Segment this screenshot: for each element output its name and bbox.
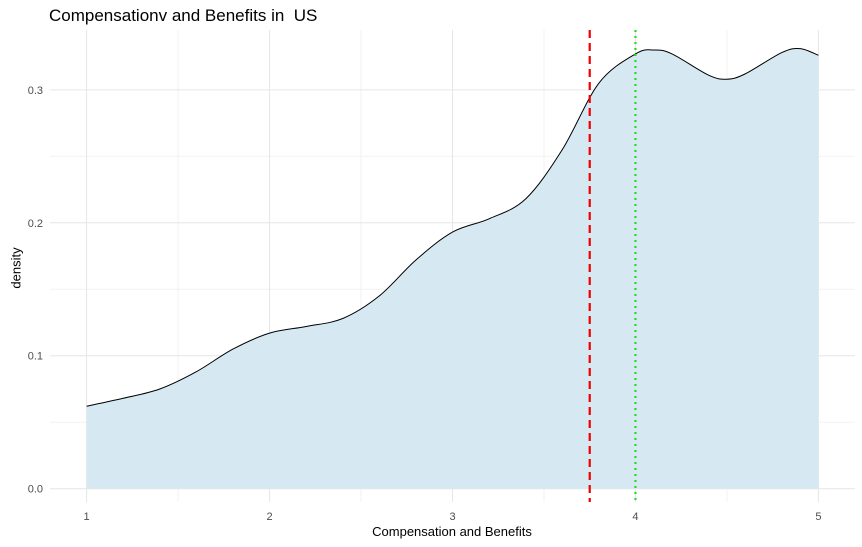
y-tick-label: 0.2 bbox=[28, 218, 43, 230]
x-axis-label: Compensation and Benefits bbox=[372, 524, 532, 539]
x-tick-label: 2 bbox=[266, 511, 272, 523]
y-tick-label: 0.3 bbox=[28, 85, 43, 97]
y-tick-label: 0.1 bbox=[28, 351, 43, 363]
density-line bbox=[86, 47, 819, 407]
x-tick-label: 1 bbox=[84, 511, 90, 523]
chart-title: Compensationv and Benefits in US bbox=[49, 6, 318, 25]
x-tick-label: 5 bbox=[815, 511, 821, 523]
y-tick-label: 0.0 bbox=[28, 484, 43, 496]
x-tick-label: 3 bbox=[449, 511, 455, 523]
x-tick-label: 4 bbox=[632, 511, 638, 523]
